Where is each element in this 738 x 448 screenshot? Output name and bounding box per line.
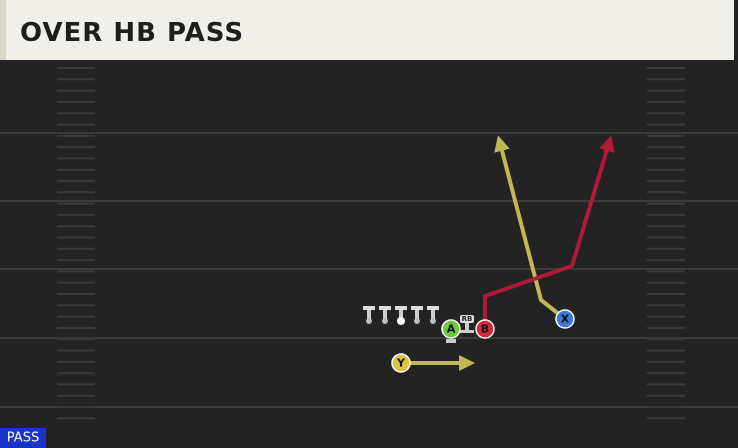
route-x [494,135,567,321]
button-label: X [561,313,570,326]
button-label: B [481,323,489,336]
button-label: A [447,323,456,336]
play-title: OVER HB PASS [20,18,244,48]
lineman [395,306,407,325]
footer-tag-bg [0,428,46,448]
rb-label: RB [462,315,473,323]
yard-lines [0,132,738,408]
lineman [379,306,391,324]
player-x: X [555,309,575,329]
hash-marks [57,67,685,420]
footer-tag: PASS [7,431,39,446]
player-b: B [475,319,495,339]
routes [401,135,615,371]
lineman [427,306,439,324]
header-accent [0,0,6,60]
button-label: Y [396,357,406,370]
lineman [363,306,375,324]
player-a: A [441,319,461,339]
route-b [483,135,615,329]
offensive-line [363,306,439,325]
header-bar [0,0,734,60]
lineman [411,306,423,324]
player-y: Y [391,353,411,373]
rb-icon: RB [446,315,474,343]
